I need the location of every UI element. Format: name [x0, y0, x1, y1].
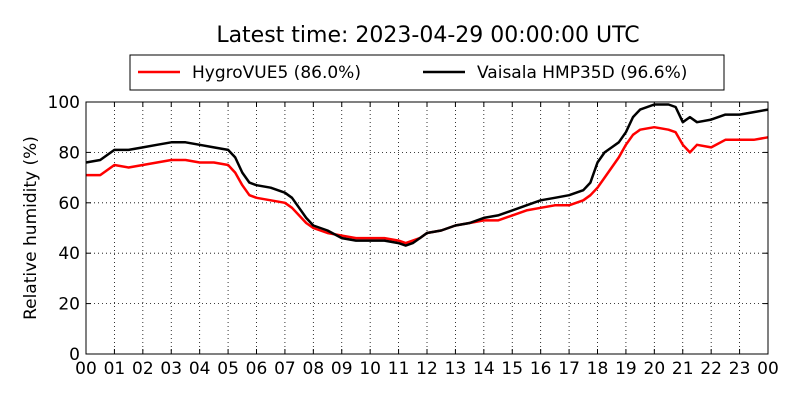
x-tick-label: 03: [160, 359, 182, 379]
x-tick-label: 19: [615, 359, 637, 379]
y-tick-labels: 0 20 40 60 80 100: [48, 93, 80, 365]
legend: HygroVUE5 (86.0%) Vaisala HMP35D (96.6%): [129, 54, 725, 91]
x-tick-label: 00: [757, 359, 779, 379]
y-axis-label: Relative humidity (%): [21, 136, 41, 320]
x-tick-label: 02: [132, 359, 154, 379]
x-tick-label: 09: [331, 359, 353, 379]
legend-label-vaisala: Vaisala HMP35D (96.6%): [477, 63, 687, 83]
x-tick-label: 08: [303, 359, 325, 379]
x-tick-label: 13: [445, 359, 467, 379]
x-tick-label: 16: [530, 359, 552, 379]
x-tick-label: 18: [587, 359, 609, 379]
x-tick-label: 04: [189, 359, 211, 379]
y-tick-label: 0: [69, 345, 80, 365]
x-tick-label: 22: [700, 359, 722, 379]
x-tick-label: 07: [274, 359, 296, 379]
axis-ticks: [85, 101, 769, 355]
grid-lines: [86, 102, 768, 354]
plot-frame: [85, 101, 769, 355]
y-tick-label: 20: [58, 295, 80, 315]
series-line-hygrovue5: [86, 125, 769, 245]
chart-title: Latest time: 2023-04-29 00:00:00 UTC: [216, 23, 639, 48]
x-tick-label: 05: [217, 359, 239, 379]
y-tick-label: 40: [58, 244, 80, 264]
x-tick-label: 21: [672, 359, 694, 379]
y-tick-label: 60: [58, 194, 80, 214]
x-tick-label: 14: [473, 359, 495, 379]
x-tick-label: 15: [501, 359, 523, 379]
series-layer: [85, 103, 769, 247]
legend-label-hygrovue5: HygroVUE5 (86.0%): [192, 63, 361, 83]
x-tick-label: 06: [246, 359, 268, 379]
y-tick-label: 100: [48, 93, 80, 113]
x-tick-label: 01: [104, 359, 126, 379]
x-tick-label: 00: [75, 359, 97, 379]
x-tick-label: 20: [644, 359, 666, 379]
y-tick-label: 80: [58, 143, 80, 163]
x-tick-label: 23: [729, 359, 751, 379]
x-tick-label: 12: [416, 359, 438, 379]
x-tick-label: 17: [558, 359, 580, 379]
x-tick-label: 10: [359, 359, 381, 379]
x-tick-labels: 00 01 02 03 04 05 06 07 08 09 10 11 12 13 14 15 16 17 18 19…: [75, 359, 779, 379]
series-line-vaisala: [85, 103, 769, 247]
x-tick-label: 11: [388, 359, 410, 379]
